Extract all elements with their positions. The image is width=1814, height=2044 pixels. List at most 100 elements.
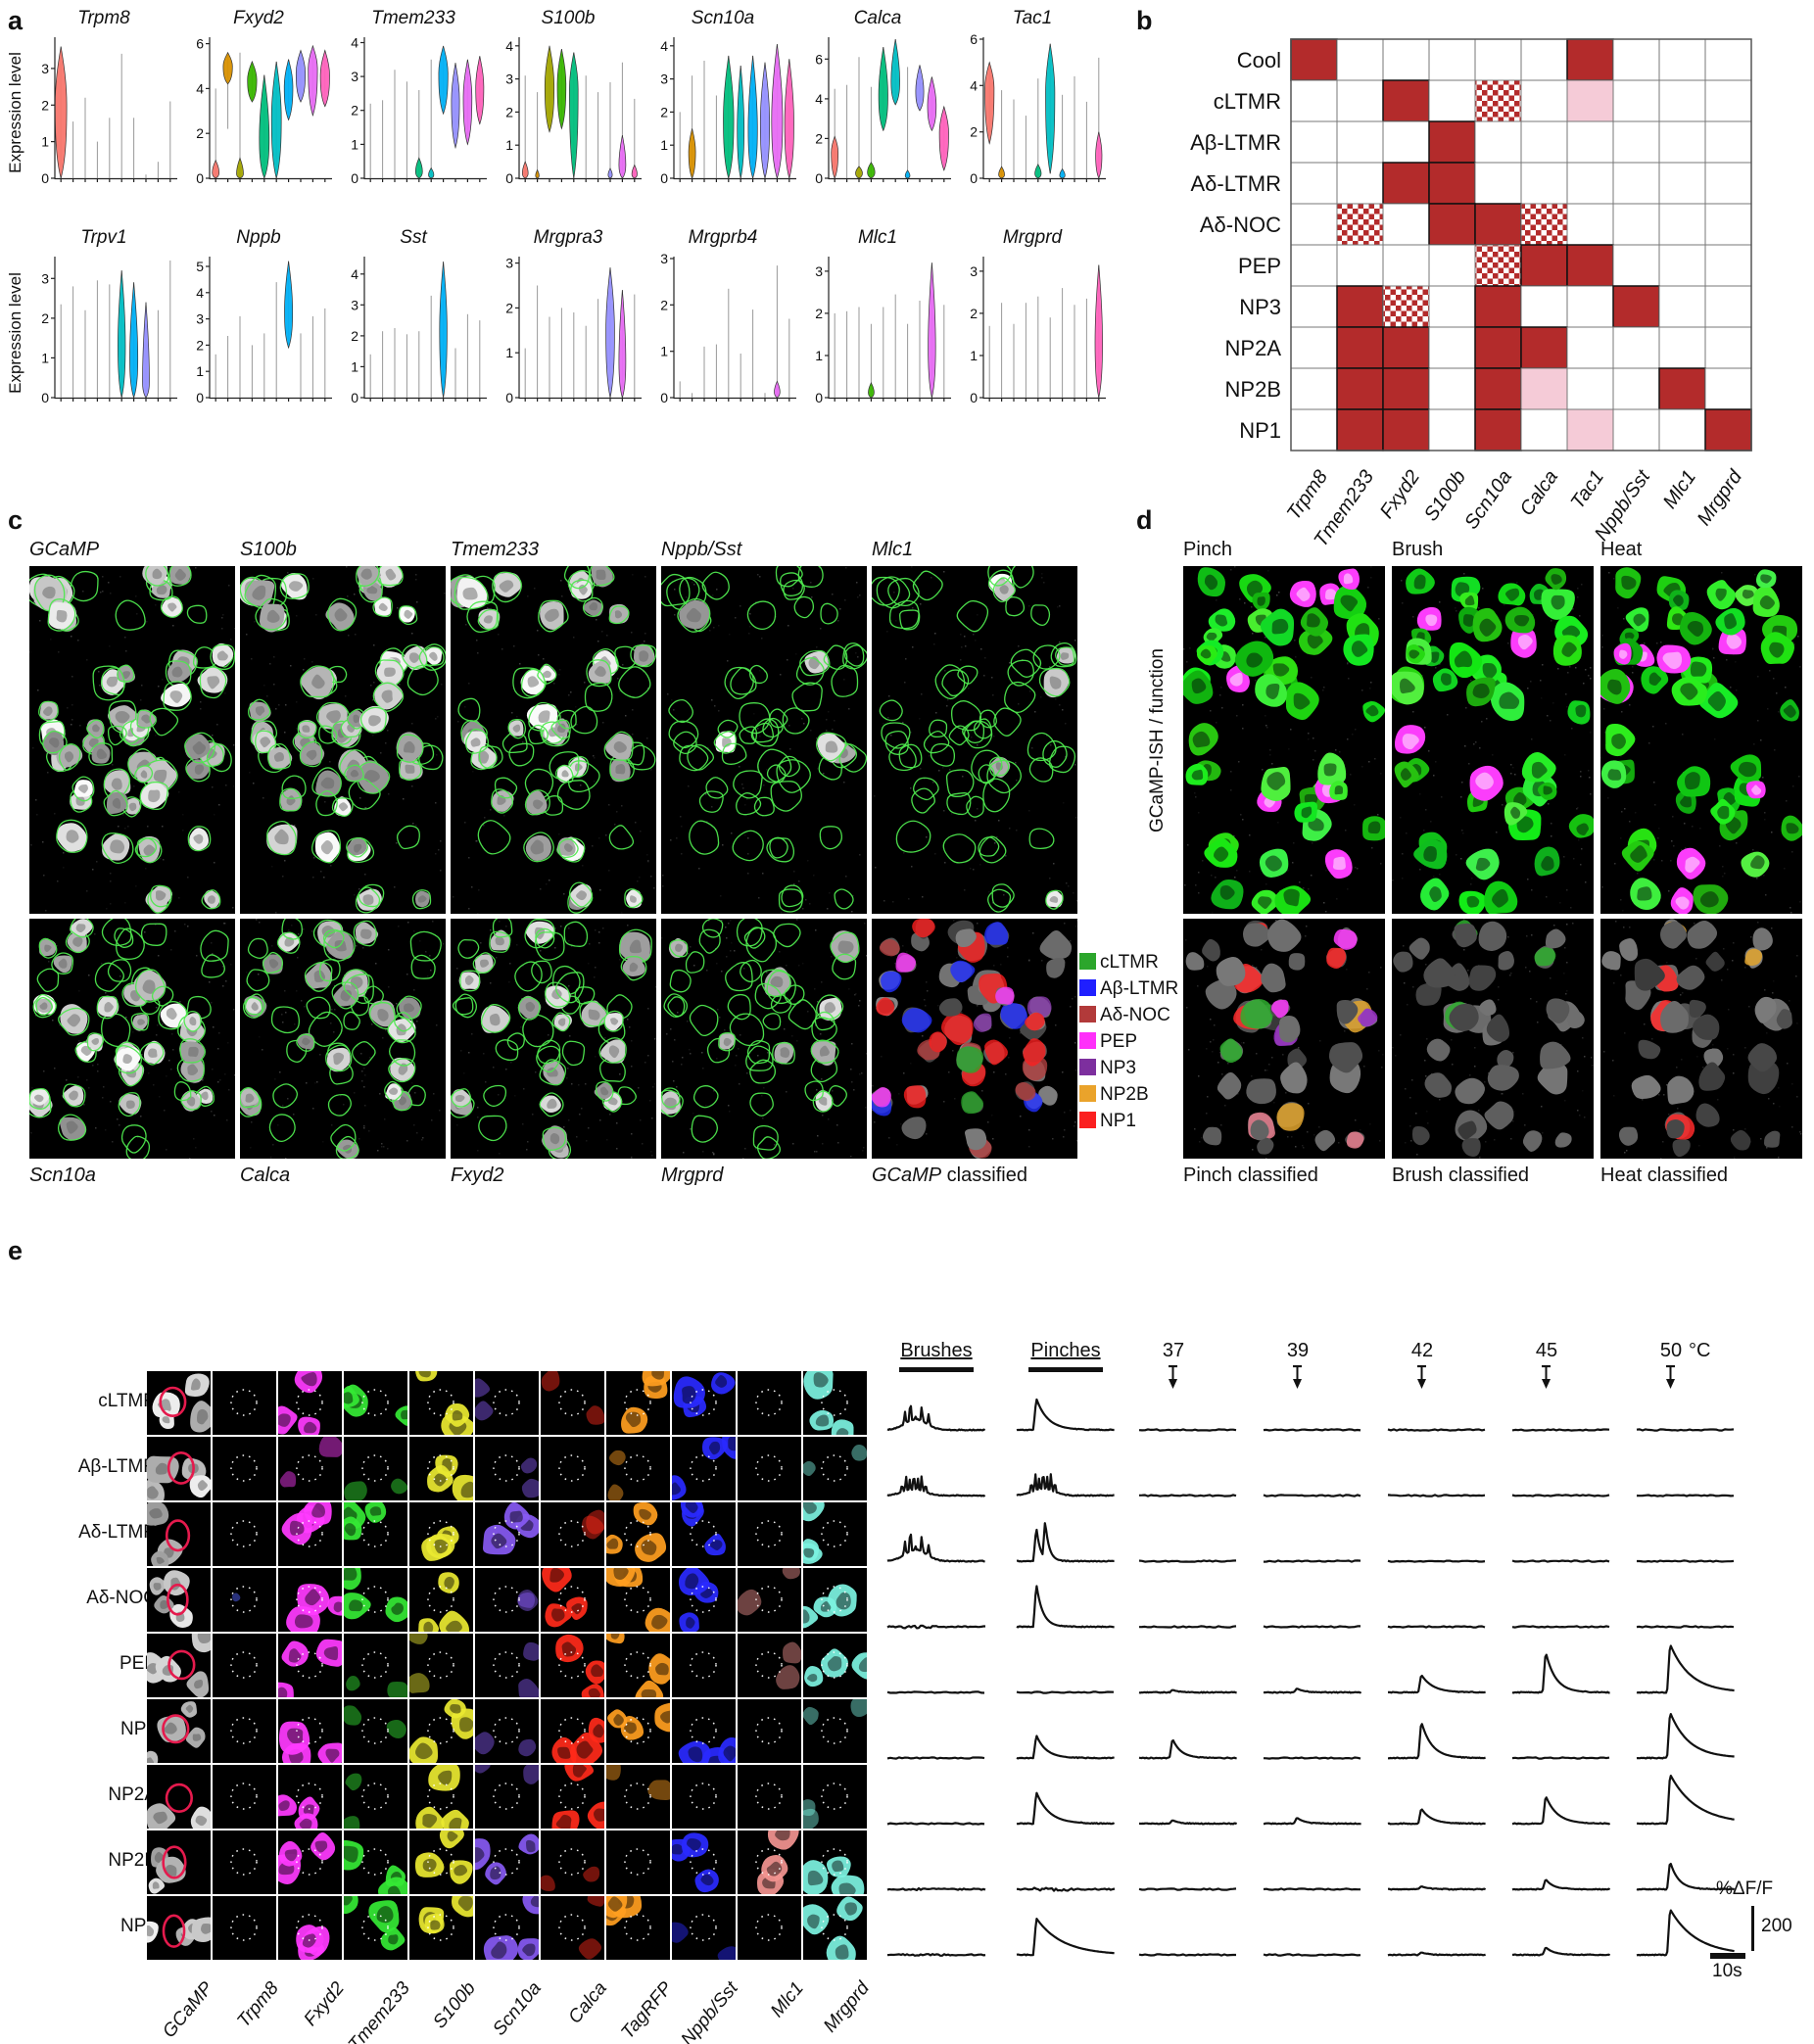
e-tile-NP1-Mlc1 (738, 1896, 801, 1960)
svg-text:6: 6 (815, 51, 823, 67)
svg-text:PEP: PEP (1238, 254, 1281, 278)
e-tile-cLTMR-Tmem233 (344, 1371, 407, 1435)
e-tile-Aβ-LTMR-Fxyd2 (278, 1437, 342, 1500)
trace-NP2A-5 (1511, 1796, 1611, 1826)
e-tile-Aδ-NOC-GCaMP (147, 1568, 211, 1632)
panel-c-legend-item-Aδ-NOC: Aδ-NOC (1079, 1005, 1197, 1028)
violin-subplot-Tac1: Tac1 0 2 4 6 (958, 8, 1107, 204)
traces-header-brushes: Brushes (900, 1340, 973, 1361)
trace-Aδ-NOC-6 (1636, 1625, 1735, 1629)
e-tile-NP3-Nppb/Sst (672, 1699, 736, 1763)
micrograph-Mlc1 (872, 566, 1077, 914)
panel-c-title-S100b: S100b (240, 539, 297, 560)
svg-text:2: 2 (196, 337, 204, 353)
violin-plot-Fxyd2: 0 2 4 6 (196, 36, 332, 186)
e-tile-NP2A-Nppb/Sst (672, 1765, 736, 1829)
panel-c-bottom-label-Calca: Calca (240, 1165, 291, 1186)
panel-d-bottom-label-0: Pinch classified (1183, 1165, 1318, 1186)
svg-text:Scn10a: Scn10a (489, 1978, 546, 2040)
e-tile-PEP-S100b (409, 1634, 473, 1697)
e-tile-Aδ-LTMR-Mlc1 (738, 1502, 801, 1566)
panel-d-bottom-label-2: Heat classified (1600, 1165, 1729, 1186)
panel-letter-a: a (8, 6, 24, 35)
violin-title-Trpm8: Trpm8 (77, 8, 130, 28)
panel-letter-b: b (1136, 6, 1153, 35)
e-tile-Aδ-LTMR-Calca (541, 1502, 604, 1566)
e-tile-NP2B-S100b (409, 1830, 473, 1894)
svg-text:2: 2 (970, 306, 978, 321)
violin-subplot-Sst: Sst 0 1 2 3 4 (339, 227, 488, 423)
panel-e-row-label-NP3: NP3 (120, 1719, 157, 1739)
svg-text:NP3: NP3 (1239, 295, 1281, 319)
svg-text:0: 0 (970, 390, 978, 405)
temp-label-37: 37 (1162, 1340, 1185, 1361)
svg-text:Trpm8: Trpm8 (1283, 466, 1332, 524)
e-tile-NP2A-Calca (541, 1765, 604, 1829)
scalebar-y-line (1751, 1906, 1754, 1951)
e-tile-NP2A-Mlc1 (738, 1765, 801, 1829)
e-tile-NP2A-S100b (409, 1765, 473, 1829)
e-tile-Aβ-LTMR-TagRFP (606, 1437, 670, 1500)
temp-label-42: 42 (1410, 1340, 1434, 1361)
e-tile-PEP-Tmem233 (344, 1634, 407, 1697)
svg-text:2: 2 (815, 306, 823, 321)
svg-text:Fxyd2: Fxyd2 (1376, 466, 1424, 522)
trace-Aδ-NOC-4 (1387, 1625, 1486, 1629)
e-tile-Aβ-LTMR-Scn10a (475, 1437, 539, 1500)
trace-cLTMR-0 (886, 1404, 986, 1432)
e-tile-cLTMR-Fxyd2 (278, 1371, 342, 1435)
e-tile-Aδ-LTMR-Trpm8 (213, 1502, 276, 1566)
panel-e-row-label-cLTMR: cLTMR (98, 1391, 157, 1411)
e-tile-PEP-Mlc1 (738, 1634, 801, 1697)
e-tile-Aδ-LTMR-S100b (409, 1502, 473, 1566)
trace-NP2B-5 (1511, 1878, 1611, 1891)
trace-cLTMR-2 (1138, 1428, 1237, 1432)
svg-text:S100b: S100b (429, 1978, 479, 2033)
e-tile-Aδ-NOC-TagRFP (606, 1568, 670, 1632)
svg-text:1: 1 (660, 137, 668, 153)
svg-text:Mrgprd: Mrgprd (1694, 466, 1747, 530)
svg-text:Mlc1: Mlc1 (767, 1978, 808, 2021)
violin-title-Trpv1: Trpv1 (80, 227, 127, 248)
micrograph-Pinch (1183, 566, 1385, 914)
e-tile-NP2B-Scn10a (475, 1830, 539, 1894)
svg-text:2: 2 (505, 104, 513, 119)
micrograph-Heat (1600, 566, 1802, 914)
trace-cLTMR-1 (1016, 1398, 1115, 1432)
svg-text:0: 0 (815, 390, 823, 405)
trace-NP3-4 (1388, 1723, 1486, 1760)
e-tile-NP2A-Tmem233 (344, 1765, 407, 1829)
svg-text:NP1: NP1 (1239, 418, 1281, 443)
legend-label: Aβ-LTMR (1100, 978, 1179, 999)
micrograph-Brush (1392, 566, 1594, 914)
e-tile-NP1-Calca (541, 1896, 604, 1960)
svg-text:1: 1 (351, 136, 358, 152)
svg-text:2: 2 (196, 125, 204, 141)
trace-Aβ-LTMR-0 (886, 1475, 986, 1497)
panel-c-bottom-label-Fxyd2: Fxyd2 (451, 1165, 504, 1186)
trace-Aβ-LTMR-2 (1138, 1494, 1237, 1497)
micrograph-Nppb/Sst (661, 566, 867, 914)
e-tile-NP2B-Fxyd2 (278, 1830, 342, 1894)
e-tile-NP2B-Mlc1 (738, 1830, 801, 1894)
svg-text:3: 3 (41, 270, 49, 286)
micrograph-Tmem233 (451, 566, 656, 914)
e-tile-Aδ-LTMR-Fxyd2 (278, 1502, 342, 1566)
e-tile-Aδ-NOC-S100b (409, 1568, 473, 1632)
svg-text:1: 1 (970, 348, 978, 363)
e-tile-Aβ-LTMR-S100b (409, 1437, 473, 1500)
e-tile-Aδ-NOC-Trpm8 (213, 1568, 276, 1632)
svg-text:Aβ-LTMR: Aβ-LTMR (1190, 130, 1281, 155)
e-tile-NP3-Scn10a (475, 1699, 539, 1763)
svg-text:0: 0 (660, 170, 668, 186)
violin-plot-Tac1: 0 2 4 6 (970, 31, 1106, 186)
svg-text:2: 2 (351, 328, 358, 344)
panel-c-legend-item-NP3: NP3 (1079, 1058, 1197, 1081)
violin-plot-Trpv1: 0 1 2 3 (41, 257, 177, 405)
svg-text:1: 1 (815, 348, 823, 363)
trace-Aδ-LTMR-5 (1511, 1559, 1610, 1563)
violin-plot-Mrgprd: 0 1 2 3 (970, 257, 1106, 405)
e-tile-Aδ-NOC-Calca (541, 1568, 604, 1632)
stimulus-arrow-45 (1542, 1364, 1551, 1389)
